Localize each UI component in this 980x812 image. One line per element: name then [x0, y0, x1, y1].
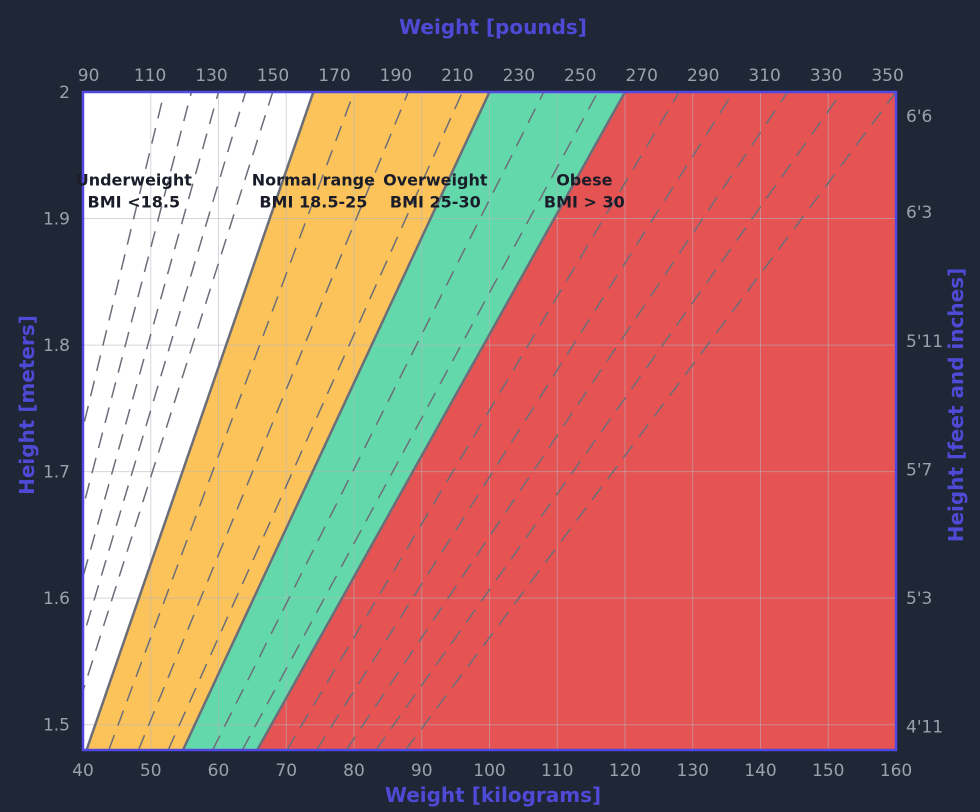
y-left-tick-label: 1.6 [43, 589, 70, 609]
y-right-tick-label: 6'6 [906, 107, 932, 127]
x-top-tick-label: 210 [441, 66, 473, 86]
x-top-tick-label: 270 [626, 66, 658, 86]
x-bottom-tick-label: 50 [140, 761, 162, 781]
x-top-tick-label: 130 [195, 66, 227, 86]
grid-lines [83, 92, 896, 750]
bmi-dashed-line [83, 92, 166, 431]
x-bottom-tick-label: 80 [343, 761, 365, 781]
bmi-dashed-line [241, 92, 599, 750]
x-top-tick-label: 290 [687, 66, 719, 86]
bmi-dashed-line [137, 92, 409, 750]
y-left-tick-label: 1.7 [43, 463, 70, 483]
bmi-dashed-line [286, 92, 680, 750]
zone-label-underweight: Underweight [76, 171, 193, 190]
x-bottom-tick-label: 70 [275, 761, 297, 781]
y-left-tick-label: 1.5 [43, 716, 70, 736]
zone-range-normal-range: BMI 18.5-25 [259, 193, 367, 212]
bmi-boundary-line [181, 92, 491, 750]
x-bottom-tick-label: 110 [541, 761, 573, 781]
x-bottom-tick-label: 150 [812, 761, 844, 781]
y-right-tick-label: 6'3 [906, 203, 932, 223]
x-top-tick-label: 250 [564, 66, 596, 86]
y-right-tick-label: 5'3 [906, 589, 932, 609]
bmi-dashed-line [83, 92, 193, 511]
bmi-dashed-line [83, 92, 274, 694]
bmi-dashed-line [167, 92, 464, 750]
zone-labels: Underweight BMI <18.5 Normal range BMI 18.5… [76, 171, 625, 212]
x-bottom-tick-label: 130 [677, 761, 709, 781]
bmi-boundary-line [85, 92, 315, 750]
y-right-tick-label: 5'7 [906, 460, 932, 480]
bmi-dashed-line [108, 92, 355, 750]
y-left-tick-label: 1.8 [43, 336, 70, 356]
zone-label-obese: Obese [556, 171, 612, 190]
x-bottom-tick-label: 90 [411, 761, 433, 781]
bmi-dashed-line [375, 92, 843, 750]
bmi-boundary-line [256, 92, 627, 750]
x-top-tick-label: 170 [318, 66, 350, 86]
x-top-tick-label: 90 [78, 66, 100, 86]
x-bottom-tick-label: 120 [609, 761, 641, 781]
x-top-tick-label: 230 [503, 66, 535, 86]
bmi-dashed-line [212, 92, 545, 750]
left-axis-title: Height [meters] [15, 315, 39, 495]
y-right-tick-label: 5'11 [906, 332, 943, 352]
bmi-dashed-line [345, 92, 789, 750]
zone-range-obese: BMI > 30 [544, 193, 625, 212]
zone-label-normal-range: Normal range [252, 171, 375, 190]
zone-label-overweight: Overweight [383, 171, 488, 190]
x-top-tick-label: 110 [134, 66, 166, 86]
x-bottom-tick-label: 100 [473, 761, 505, 781]
top-axis-title: Weight [pounds] [399, 15, 587, 39]
bottom-axis-title: Weight [kilograms] [385, 783, 601, 807]
bmi-zones [83, 92, 896, 750]
zone-normal-range [86, 92, 490, 750]
bmi-dashed-line [404, 92, 896, 750]
x-top-tick-label: 330 [810, 66, 842, 86]
x-bottom-tick-label: 60 [208, 761, 230, 781]
x-bottom-tick-label: 140 [744, 761, 776, 781]
bmi-dashed-line [83, 92, 220, 580]
zone-overweight [182, 92, 625, 750]
bmi-dashed-line [83, 92, 247, 641]
x-top-tick-label: 190 [380, 66, 412, 86]
x-top-tick-label: 310 [748, 66, 780, 86]
x-top-tick-label: 350 [871, 66, 903, 86]
x-bottom-tick-label: 160 [880, 761, 912, 781]
y-left-tick-label: 2 [59, 83, 70, 103]
axis-ticks: 40 50 60 70 80 90 100 110 120 130 140 150 160 90 110 13… [43, 66, 943, 781]
plot-frame [81, 90, 898, 752]
right-axis-title: Height [feet and inches] [944, 268, 968, 543]
x-top-tick-label: 150 [257, 66, 289, 86]
y-left-tick-label: 1.9 [43, 210, 70, 230]
zone-obese [257, 92, 896, 750]
bmi-boundary-lines [85, 92, 627, 750]
bmi-dashed-lines [83, 92, 896, 750]
x-bottom-tick-label: 40 [72, 761, 94, 781]
y-right-tick-label: 4'11 [906, 717, 943, 737]
zone-range-underweight: BMI <18.5 [88, 193, 181, 212]
zone-range-overweight: BMI 25-30 [390, 193, 481, 212]
